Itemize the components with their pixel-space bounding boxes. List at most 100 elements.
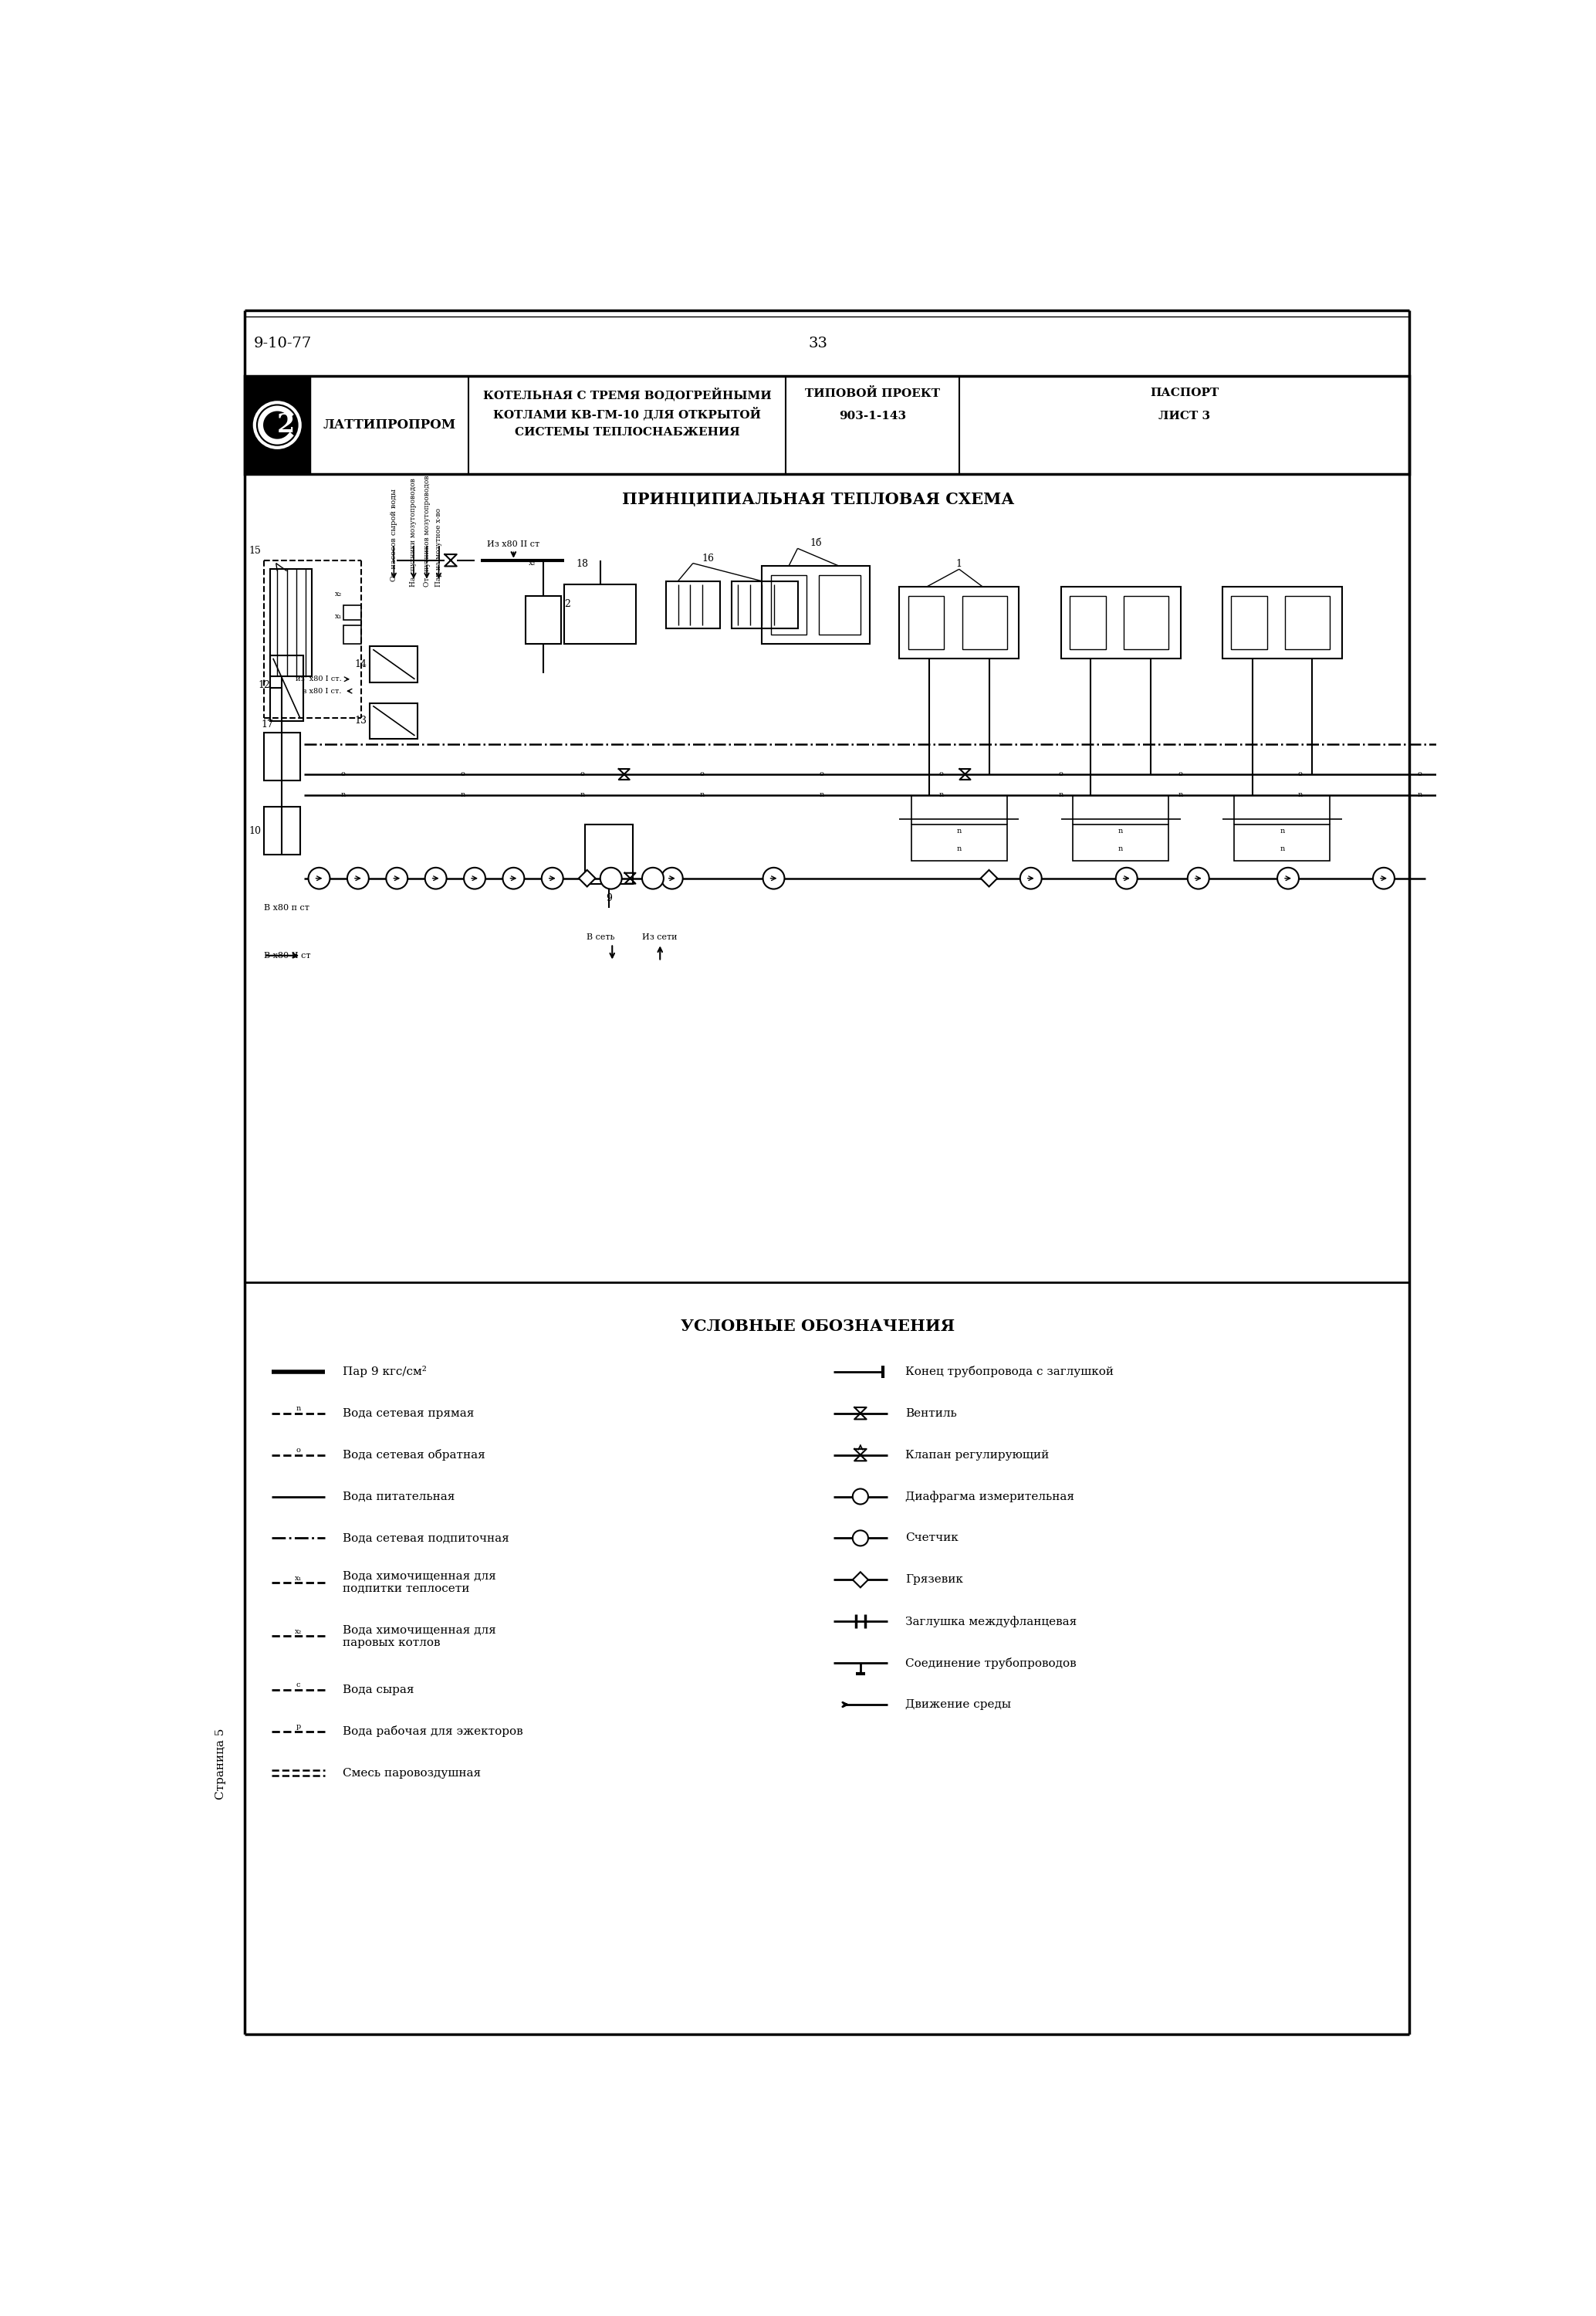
Text: Соединение трубопроводов: Соединение трубопроводов [905, 1658, 1076, 1670]
Text: n: n [819, 792, 824, 799]
Text: Вода питательная: Вода питательная [343, 1492, 455, 1503]
Bar [343, 604, 361, 621]
Text: Вентиль: Вентиль [905, 1408, 956, 1420]
Text: КОТЛАМИ КВ-ГМ-10 ДЛЯ ОТКРЫТОЙ: КОТЛАМИ КВ-ГМ-10 ДЛЯ ОТКРЫТОЙ [493, 408, 761, 422]
Text: o: o [1178, 771, 1183, 778]
Text: n: n [1119, 845, 1124, 852]
Text: o: o [295, 1448, 300, 1454]
Bar [666, 581, 720, 628]
Text: Из сети: Из сети [643, 933, 678, 940]
Text: n: n [1298, 792, 1302, 799]
Circle shape [1187, 868, 1210, 889]
Text: ЛАТТИПРОПРОМ: ЛАТТИПРОПРОМ [322, 419, 456, 431]
Bar [244, 375, 1409, 475]
Polygon shape [579, 871, 595, 887]
Text: Вода сетевая подпиточная: Вода сетевая подпиточная [343, 1533, 509, 1542]
Text: n: n [340, 792, 345, 799]
Circle shape [763, 868, 785, 889]
Text: 18: 18 [576, 558, 589, 570]
Text: 12: 12 [259, 681, 270, 690]
Bar [343, 625, 361, 644]
Text: n: n [460, 792, 464, 799]
Text: n: n [1119, 827, 1124, 834]
Text: n: n [1417, 792, 1422, 799]
Circle shape [464, 868, 485, 889]
Text: n: n [579, 792, 584, 799]
Text: x₂: x₂ [528, 560, 536, 567]
Text: Пар на мозутное х-во: Пар на мозутное х-во [436, 507, 442, 586]
Bar [761, 565, 870, 644]
Circle shape [503, 868, 523, 889]
Text: n: n [1280, 845, 1285, 852]
Text: x₂: x₂ [335, 591, 342, 598]
Text: o: o [1417, 771, 1422, 778]
Text: Вода химочищенная для
паровых котлов: Вода химочищенная для паровых котлов [343, 1624, 496, 1649]
Text: Клапан регулирующий: Клапан регулирующий [905, 1450, 1049, 1461]
Text: От насосов сырой воды: От насосов сырой воды [391, 489, 397, 581]
Text: 1: 1 [956, 558, 962, 570]
Circle shape [1020, 868, 1042, 889]
Text: из' х80 I ст.: из' х80 I ст. [295, 676, 342, 683]
Text: n: n [295, 1406, 300, 1413]
Text: в х80 I ст.: в х80 I ст. [303, 688, 342, 695]
Text: Диафрагма измерительная: Диафрагма измерительная [905, 1492, 1074, 1503]
Text: Счетчик: Счетчик [905, 1533, 958, 1542]
Bar [1069, 595, 1106, 648]
Bar [1231, 595, 1267, 648]
Text: В х80 п ст: В х80 п ст [263, 903, 310, 913]
Text: ПАСПОРТ: ПАСПОРТ [1149, 387, 1219, 398]
Text: ТИПОВОЙ ПРОЕКТ: ТИПОВОЙ ПРОЕКТ [804, 387, 940, 398]
Text: Вода химочищенная для
подпитки теплосети: Вода химочищенная для подпитки теплосети [343, 1570, 496, 1593]
Text: n: n [956, 845, 961, 852]
Text: 2: 2 [565, 600, 570, 609]
Text: 16: 16 [702, 554, 713, 563]
Circle shape [1373, 868, 1395, 889]
Bar [263, 806, 300, 855]
Bar [908, 595, 945, 648]
Text: Пар 9 кгс/см²: Пар 9 кгс/см² [343, 1366, 428, 1378]
Text: СИСТЕМЫ ТЕПЛОСНАБЖЕНИЯ: СИСТЕМЫ ТЕПЛОСНАБЖЕНИЯ [514, 426, 739, 438]
Text: 14: 14 [354, 660, 367, 669]
Bar [962, 595, 1007, 648]
Circle shape [425, 868, 447, 889]
Text: o: o [819, 771, 824, 778]
Bar [733, 581, 798, 628]
Bar [270, 655, 303, 720]
Bar [771, 574, 806, 635]
Text: o: o [460, 771, 464, 778]
Text: n: n [938, 792, 943, 799]
Text: От спутников мозутопроводов: От спутников мозутопроводов [423, 475, 431, 586]
Text: Смесь паровоздушная: Смесь паровоздушная [343, 1767, 482, 1779]
Circle shape [541, 868, 563, 889]
Circle shape [600, 868, 622, 889]
Text: 13: 13 [354, 716, 367, 725]
Circle shape [1277, 868, 1299, 889]
Text: В сеть: В сеть [586, 933, 614, 940]
Text: Страница 5: Страница 5 [215, 1728, 227, 1800]
Text: x₁: x₁ [295, 1575, 302, 1582]
Text: ПРИНЦИПИАЛЬНАЯ ТЕПЛОВАЯ СХЕМА: ПРИНЦИПИАЛЬНАЯ ТЕПЛОВАЯ СХЕМА [622, 491, 1013, 507]
Circle shape [254, 403, 300, 447]
Bar [565, 584, 637, 644]
Text: n: n [1280, 827, 1285, 834]
Bar [270, 570, 311, 676]
Text: n: n [956, 827, 961, 834]
Bar [1061, 586, 1181, 658]
Text: Вода сырая: Вода сырая [343, 1684, 415, 1695]
Bar [370, 646, 418, 683]
Text: 33: 33 [808, 336, 828, 350]
Text: На спутники мозутопроводов: На спутники мозутопроводов [410, 479, 417, 586]
Text: УСЛОВНЫЕ ОБОЗНАЧЕНИЯ: УСЛОВНЫЕ ОБОЗНАЧЕНИЯ [681, 1318, 954, 1334]
Text: o: o [579, 771, 584, 778]
Text: В х80 II ст: В х80 II ст [263, 952, 311, 959]
Text: 1б: 1б [809, 537, 822, 549]
Text: Вода рабочая для эжекторов: Вода рабочая для эжекторов [343, 1725, 523, 1737]
Text: Конец трубопровода с заглушкой: Конец трубопровода с заглушкой [905, 1366, 1114, 1378]
Circle shape [348, 868, 369, 889]
Bar [525, 595, 562, 644]
Text: n: n [699, 792, 704, 799]
Circle shape [1116, 868, 1138, 889]
Text: Вода сетевая обратная: Вода сетевая обратная [343, 1450, 485, 1461]
Circle shape [661, 868, 683, 889]
Text: o: o [699, 771, 704, 778]
